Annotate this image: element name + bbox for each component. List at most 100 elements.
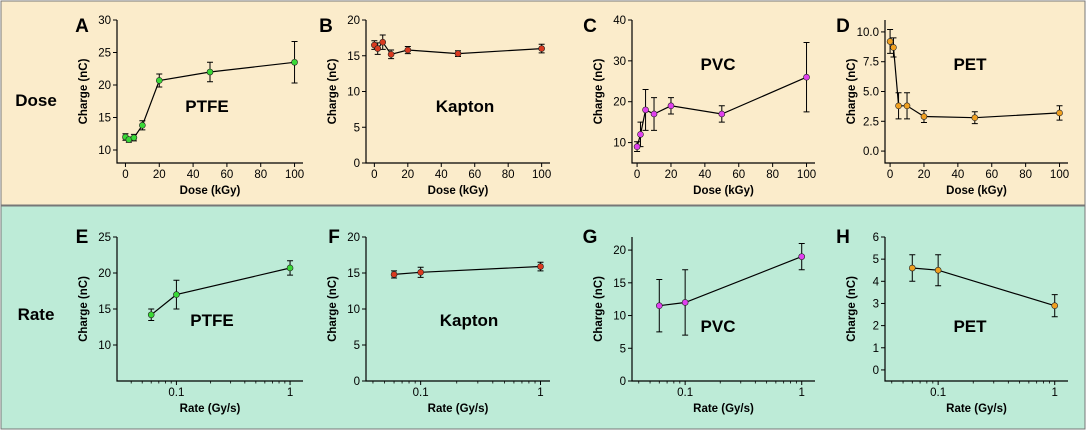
y-tick-label: 15: [98, 304, 111, 316]
y-tick-label: 40: [613, 15, 626, 27]
material-title: Kapton: [440, 311, 499, 330]
x-tick-label: 40: [435, 169, 448, 181]
chart-panel-E: 10 15 20 25 0.1 1 Rate (Gy/s) Charge (nC) E PTFE: [76, 227, 303, 415]
x-tick-label: 20: [918, 169, 931, 181]
y-tick-label: 0.0: [863, 146, 879, 158]
y-tick-label: 0: [620, 376, 626, 388]
y-tick-label: 0: [873, 365, 879, 377]
x-tick-label: 80: [766, 169, 779, 181]
y-tick-label: 4: [873, 276, 880, 288]
data-point: [934, 266, 942, 274]
panel-letter: H: [836, 227, 850, 248]
x-tick-label: 0.1: [413, 387, 429, 399]
chart-panel-D: 0.0 2.5 5.0 7.5 10.0 0 20 40 60 80 100 Dose (kGy) Ch…: [836, 16, 1069, 197]
x-tick-label: 60: [468, 169, 481, 181]
chart-panel-C: 10 20 30 40 0 20 40 60 80 100 Dose (kGy) Charge (nC…: [583, 15, 816, 197]
data-point: [538, 45, 545, 52]
x-axis-label: Rate (Gy/s): [428, 403, 489, 415]
y-axis-label: Charge (nC): [846, 276, 858, 342]
x-tick-label: 0: [887, 169, 893, 181]
y-axis-label: Charge (nC): [78, 276, 90, 342]
x-tick-label: 0.1: [168, 387, 184, 399]
data-point: [798, 253, 806, 260]
x-tick-label: 0: [371, 169, 377, 181]
y-tick-label: 15: [98, 113, 111, 125]
y-tick-label: 15: [347, 51, 360, 63]
material-title: PET: [953, 55, 987, 74]
chart-panel-B: 0 5 10 15 20 0 20 40 60 80 100 Dose (kGy) Charge (nC…: [319, 15, 551, 197]
dose-row-background: [0, 0, 1086, 206]
y-axis-label: Charge (nC): [78, 58, 90, 124]
axis-lines: [884, 20, 1068, 164]
data-point: [908, 264, 916, 272]
data-point: [903, 102, 911, 110]
material-title: PVC: [701, 55, 736, 74]
data-point: [681, 299, 689, 306]
y-axis-label: Charge (nC): [846, 58, 858, 124]
x-tick-label: 20: [401, 169, 414, 181]
y-tick-label: 20: [347, 232, 360, 244]
x-axis-label: Dose (kGy): [946, 185, 1007, 197]
axis-lines: [116, 237, 303, 382]
data-point: [650, 110, 658, 118]
y-tick-label: 30: [613, 56, 626, 68]
y-tick-label: 15: [613, 278, 626, 290]
x-axis-label: Rate (Gy/s): [180, 403, 241, 415]
y-tick-label: 20: [613, 245, 626, 257]
data-point: [379, 38, 387, 46]
x-tick-label: 1: [537, 387, 543, 399]
data-point: [404, 46, 412, 54]
data-point: [206, 68, 214, 76]
data-point: [130, 134, 138, 141]
rate-row-label: Rate: [18, 305, 55, 324]
axis-lines: [631, 20, 815, 164]
y-tick-label: 10: [98, 340, 111, 352]
y-axis-label: Charge (nC): [327, 58, 339, 124]
x-tick-label: 80: [254, 169, 267, 181]
y-axis-label: Charge (nC): [327, 276, 339, 342]
data-point: [886, 38, 894, 45]
y-tick-label: 20: [98, 80, 111, 92]
y-tick-label: 10: [347, 87, 360, 99]
y-tick-label: 25: [98, 48, 111, 60]
panel-letter: G: [583, 227, 598, 248]
y-tick-label: 5: [620, 343, 626, 355]
data-point: [387, 51, 395, 58]
x-tick-label: 20: [153, 169, 166, 181]
y-tick-label: 3: [873, 298, 879, 310]
x-axis-label: Dose (kGy): [693, 185, 754, 197]
panel-letter: B: [319, 16, 333, 37]
x-tick-label: 40: [951, 169, 964, 181]
y-tick-label: 5: [873, 254, 879, 266]
y-tick-label: 5: [354, 122, 360, 134]
x-tick-label: 0.1: [930, 387, 946, 399]
y-tick-label: 30: [98, 15, 111, 27]
x-tick-label: 1: [287, 387, 293, 399]
y-tick-label: 6: [873, 232, 879, 244]
data-point: [374, 45, 382, 52]
x-tick-label: 40: [187, 169, 200, 181]
chart-panel-G: 0 5 10 15 20 0.1 1 Rate (Gy/s) Charge (nC) G PVC: [583, 227, 815, 415]
x-tick-label: 1: [799, 387, 805, 399]
y-tick-label: 20: [98, 268, 111, 280]
y-tick-label: 5.0: [863, 87, 879, 99]
material-title: PET: [953, 317, 987, 336]
y-tick-label: 10.0: [857, 27, 879, 39]
x-tick-label: 0.1: [677, 387, 693, 399]
y-tick-label: 10: [613, 311, 626, 323]
x-tick-label: 60: [732, 169, 745, 181]
data-point: [895, 102, 902, 110]
material-title: PVC: [701, 317, 736, 336]
x-tick-label: 60: [985, 169, 998, 181]
y-tick-label: 10: [613, 138, 626, 150]
x-tick-label: 80: [502, 169, 515, 181]
x-axis-label: Dose (kGy): [428, 185, 489, 197]
data-point: [655, 302, 663, 310]
panel-letter: A: [75, 16, 89, 37]
panel-letter: C: [583, 16, 597, 37]
data-point: [633, 143, 641, 150]
data-point: [147, 311, 155, 319]
x-tick-label: 20: [665, 169, 678, 181]
x-axis-label: Dose (kGy): [180, 185, 241, 197]
